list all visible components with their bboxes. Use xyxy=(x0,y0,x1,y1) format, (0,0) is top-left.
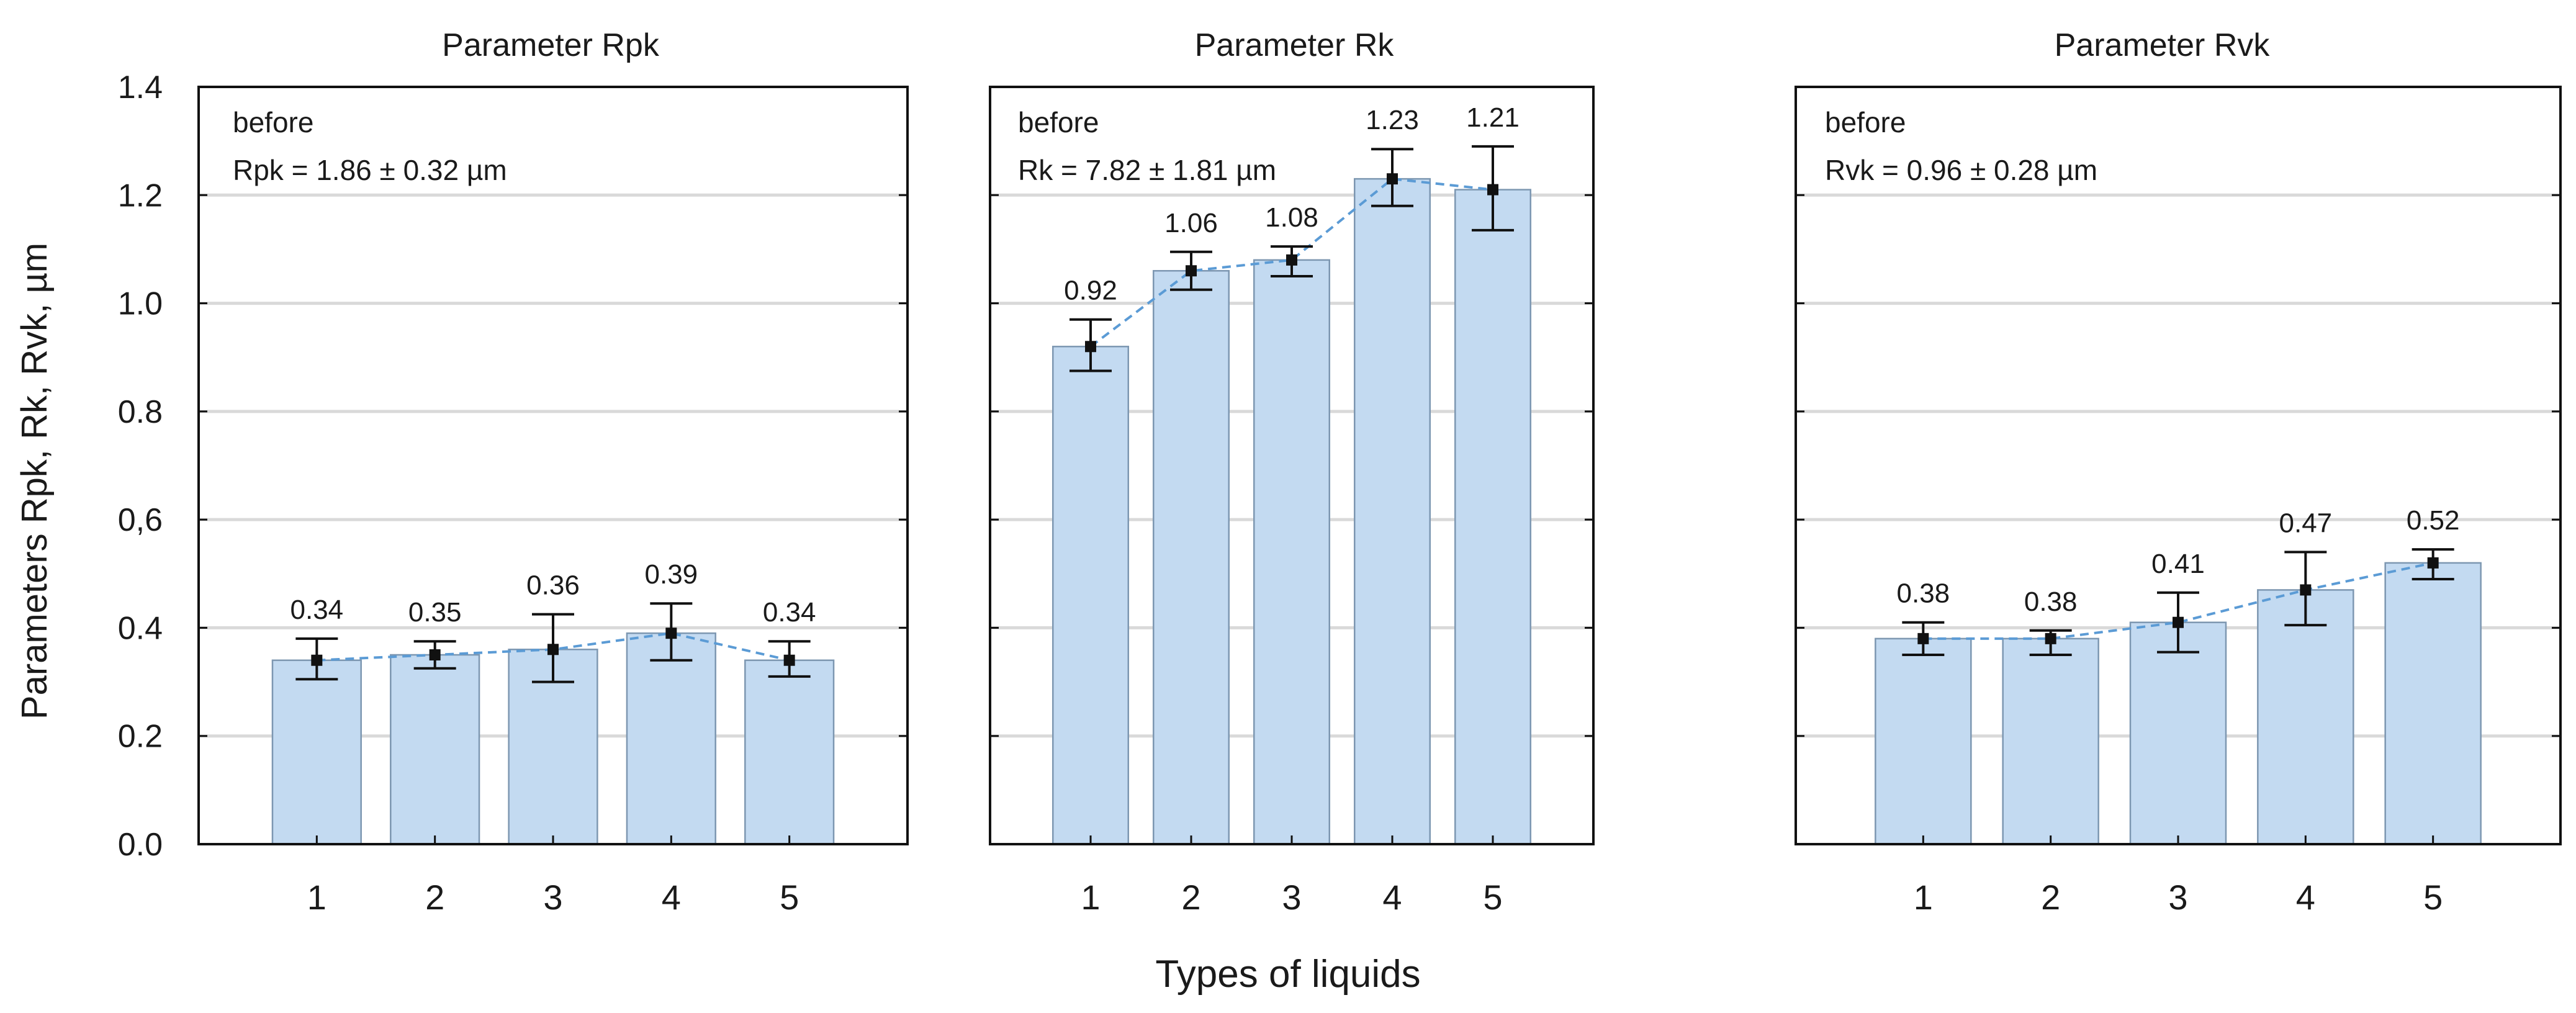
bar xyxy=(1052,346,1129,845)
y-tick-label: 0,6 xyxy=(118,502,163,538)
bar xyxy=(271,659,362,845)
mean-marker xyxy=(1387,173,1398,185)
mean-marker xyxy=(1487,184,1498,196)
bar xyxy=(2257,589,2354,845)
mean-marker xyxy=(547,644,559,655)
x-tick-label: 2 xyxy=(425,878,444,917)
x-tick-label: 2 xyxy=(2041,878,2060,917)
data-label: 1.23 xyxy=(1366,105,1419,135)
data-label: 0.34 xyxy=(763,597,816,628)
x-tick-label: 5 xyxy=(1483,878,1502,917)
y-tick-label: 1.0 xyxy=(118,286,163,322)
panel-frame xyxy=(1795,86,2562,845)
mean-marker xyxy=(1286,254,1297,266)
x-tick-label: 4 xyxy=(2296,878,2315,917)
data-label: 0.41 xyxy=(2151,549,2205,579)
panel-note-reference: Rpk = 1.86 ± 0.32 µm xyxy=(233,154,507,186)
x-tick-label: 1 xyxy=(1914,878,1933,917)
panel-title: Parameter Rvk xyxy=(2055,27,2271,63)
panel-frame xyxy=(197,86,909,845)
data-label: 0.34 xyxy=(290,595,344,625)
data-label: 0.47 xyxy=(2279,508,2333,538)
panel-note-before: before xyxy=(233,106,313,138)
panel-rvk: Parameter Rvk before Rvk = 0.96 ± 0.28 µ… xyxy=(1795,27,2562,917)
bar xyxy=(1454,189,1531,845)
mean-marker xyxy=(1917,633,1929,644)
bar xyxy=(744,659,835,845)
x-tick-label: 1 xyxy=(1081,878,1100,917)
panel-note-before: before xyxy=(1825,106,1906,138)
mean-marker xyxy=(2045,633,2056,644)
trend-line xyxy=(1923,561,2434,640)
data-label: 0.36 xyxy=(526,570,580,601)
bar xyxy=(626,632,716,845)
y-tick-label: 0.2 xyxy=(118,719,163,755)
bar xyxy=(2129,621,2227,845)
panel-rpk: Parameter Rpk before Rpk = 1.86 ± 0.32 µ… xyxy=(197,27,909,917)
panel-title: Parameter Rpk xyxy=(442,27,660,63)
mean-marker xyxy=(429,649,441,660)
mean-marker xyxy=(311,654,323,666)
x-tick-label: 2 xyxy=(1181,878,1200,917)
x-tick-label: 5 xyxy=(780,878,799,917)
bar xyxy=(1354,178,1431,845)
panel-frame xyxy=(989,86,1595,845)
data-label: 0.35 xyxy=(408,597,462,628)
x-tick-label: 4 xyxy=(662,878,681,917)
trend-line xyxy=(1089,178,1493,348)
mean-marker xyxy=(783,654,795,666)
bar xyxy=(390,654,480,845)
y-tick-label: 1.2 xyxy=(118,178,163,214)
bar xyxy=(2002,637,2099,845)
data-label: 1.21 xyxy=(1466,102,1520,133)
panel-note-before: before xyxy=(1018,106,1099,138)
y-axis-tick-labels: 0.0 0.2 0.4 0,6 0.8 1.0 1.2 1.4 xyxy=(118,70,163,863)
y-tick-label: 1.4 xyxy=(118,70,163,106)
mean-marker xyxy=(1085,341,1096,353)
panel-rk: Parameter Rk before Rk = 7.82 ± 1.81 µm … xyxy=(989,27,1595,917)
data-label: 1.06 xyxy=(1164,208,1218,238)
data-label: 1.08 xyxy=(1265,202,1318,233)
x-tick-label: 5 xyxy=(2423,878,2443,917)
panel-note-reference: Rk = 7.82 ± 1.81 µm xyxy=(1018,154,1276,186)
panel-title: Parameter Rk xyxy=(1195,27,1395,63)
y-tick-label: 0.8 xyxy=(118,394,163,430)
x-tick-label: 1 xyxy=(307,878,327,917)
mean-marker xyxy=(2300,584,2312,596)
panel-note-reference: Rvk = 0.96 ± 0.28 µm xyxy=(1825,154,2097,186)
data-label: 0.52 xyxy=(2407,505,2460,536)
x-axis-label: Types of liquids xyxy=(1155,953,1420,996)
data-label: 0.38 xyxy=(2024,587,2078,617)
y-tick-label: 0.4 xyxy=(118,610,163,646)
data-label: 0.92 xyxy=(1064,276,1117,306)
bar xyxy=(1153,270,1230,845)
y-axis-label: Parameters Rpk, Rk, Rvk, µm xyxy=(14,243,55,719)
mean-marker xyxy=(2427,557,2439,569)
x-tick-label: 3 xyxy=(2168,878,2187,917)
data-label: 0.39 xyxy=(645,559,698,590)
bar xyxy=(1253,259,1330,845)
y-tick-label: 0.0 xyxy=(118,827,163,863)
x-tick-label: 4 xyxy=(1382,878,1402,917)
data-label: 0.38 xyxy=(1897,579,1950,609)
mean-marker xyxy=(665,628,677,639)
bar xyxy=(2384,562,2482,845)
bar xyxy=(1875,637,1972,845)
x-tick-label: 3 xyxy=(543,878,562,917)
x-tick-label: 3 xyxy=(1282,878,1301,917)
mean-marker xyxy=(1186,265,1197,277)
mean-marker xyxy=(2173,616,2184,628)
